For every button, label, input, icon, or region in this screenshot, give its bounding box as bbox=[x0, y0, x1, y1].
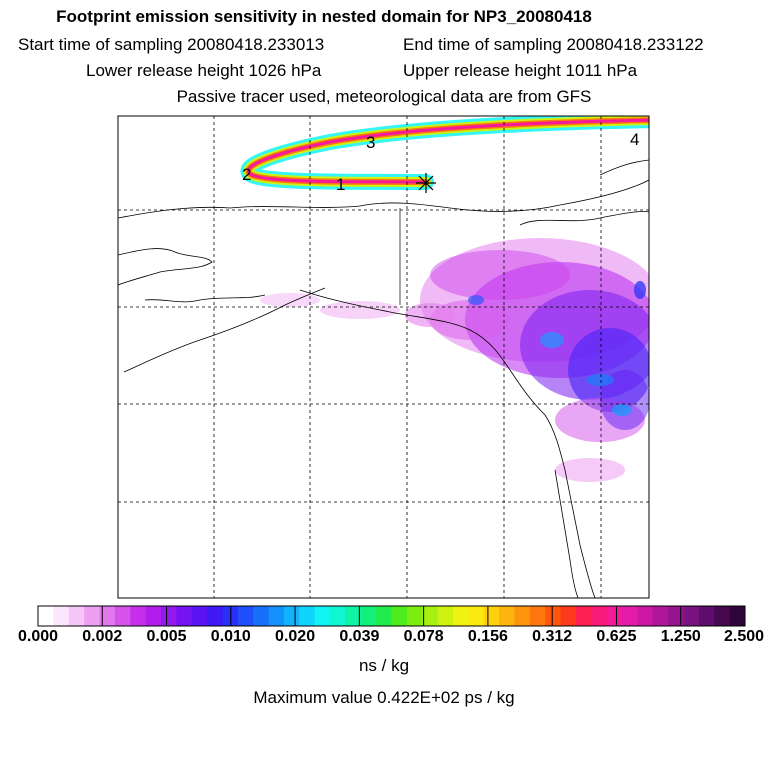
colorbar-swatch bbox=[714, 606, 731, 626]
trajectory-plume bbox=[240, 116, 649, 190]
map-frame bbox=[117, 115, 650, 599]
colorbar-swatch bbox=[68, 606, 85, 626]
colorbar-swatch bbox=[483, 606, 500, 626]
coastlines bbox=[118, 159, 649, 598]
colorbar-swatch bbox=[84, 606, 100, 626]
colorbar-swatch bbox=[130, 606, 147, 626]
colorbar-swatch bbox=[160, 606, 177, 626]
colorbar-tick-label: 0.156 bbox=[467, 628, 508, 645]
colorbar-swatch bbox=[191, 606, 208, 626]
colorbar-swatch bbox=[729, 606, 746, 626]
colorbar-swatch bbox=[514, 606, 531, 626]
colorbar-swatch bbox=[99, 606, 116, 626]
colorbar-swatch bbox=[575, 606, 592, 626]
colorbar-swatch bbox=[268, 606, 285, 626]
colorbar-swatch bbox=[591, 606, 608, 626]
colorbar-swatch bbox=[345, 606, 362, 626]
colorbar-swatch bbox=[360, 606, 377, 626]
colorbar bbox=[37, 605, 746, 627]
colorbar-swatch bbox=[283, 606, 300, 626]
colorbar-swatch bbox=[114, 606, 131, 626]
trajectory-label-2: 2 bbox=[242, 165, 251, 184]
colorbar-swatch bbox=[376, 606, 392, 626]
sampling-end-time: End time of sampling 20080418.233122 bbox=[403, 35, 704, 54]
colorbar-swatch bbox=[622, 606, 638, 626]
colorbar-swatch bbox=[606, 606, 623, 626]
colorbar-swatch bbox=[314, 606, 331, 626]
colorbar-swatch bbox=[207, 606, 223, 626]
receptor-marker bbox=[416, 173, 436, 193]
colorbar-tick-label: 0.312 bbox=[532, 628, 573, 645]
colorbar-swatch bbox=[299, 606, 316, 626]
colorbar-swatch bbox=[253, 606, 270, 626]
colorbar-swatch bbox=[391, 606, 408, 626]
colorbar-tick-label: 0.020 bbox=[275, 628, 316, 645]
colorbar-swatch bbox=[683, 606, 700, 626]
colorbar-swatch bbox=[698, 606, 715, 626]
colorbar-tick-label: 0.039 bbox=[339, 628, 380, 645]
trajectory-label-3: 3 bbox=[366, 133, 375, 152]
colorbar-tick-label: 0.005 bbox=[146, 628, 187, 645]
colorbar-swatch bbox=[668, 606, 685, 626]
upper-release-height: Upper release height 1011 hPa bbox=[403, 61, 638, 80]
colorbar-tick-label: 0.010 bbox=[210, 628, 251, 645]
colorbar-swatch bbox=[330, 606, 346, 626]
colorbar-tick-label: 0.002 bbox=[82, 628, 123, 645]
colorbar-tick-label: 1.250 bbox=[660, 628, 701, 645]
trajectory-label-4: 4 bbox=[630, 130, 639, 149]
colorbar-swatch bbox=[529, 606, 546, 626]
lat-lon-grid bbox=[118, 116, 649, 598]
colorbar-swatch bbox=[237, 606, 254, 626]
colorbar-swatch bbox=[499, 606, 515, 626]
plot-title: Footprint emission sensitivity in nested… bbox=[56, 7, 592, 26]
colorbar-swatch bbox=[468, 606, 485, 626]
colorbar-unit: ns / kg bbox=[358, 656, 410, 675]
colorbar-swatch bbox=[53, 606, 70, 626]
lower-release-height: Lower release height 1026 hPa bbox=[86, 61, 322, 80]
trajectory-label-1: 1 bbox=[336, 175, 345, 194]
colorbar-swatch bbox=[560, 606, 577, 626]
colorbar-swatch bbox=[545, 606, 562, 626]
maximum-value: Maximum value 0.422E+02 ps / kg bbox=[253, 688, 515, 707]
colorbar-swatch bbox=[38, 606, 54, 626]
colorbar-swatch bbox=[176, 606, 193, 626]
colorbar-swatch bbox=[145, 606, 162, 626]
colorbar-swatch bbox=[452, 606, 469, 626]
colorbar-tick-label: 2.500 bbox=[723, 628, 765, 645]
footprint-field bbox=[260, 238, 649, 482]
colorbar-tick-label: 0.078 bbox=[403, 628, 444, 645]
colorbar-swatch bbox=[652, 606, 669, 626]
tracer-info: Passive tracer used, meteorological data… bbox=[176, 87, 592, 106]
sampling-start-time: Start time of sampling 20080418.233013 bbox=[18, 35, 325, 54]
map-content: 1 2 3 4 bbox=[118, 116, 649, 598]
colorbar-swatch bbox=[437, 606, 454, 626]
colorbar-swatch bbox=[637, 606, 654, 626]
colorbar-tick-label: 0.625 bbox=[596, 628, 637, 645]
colorbar-tick-label: 0.000 bbox=[17, 628, 59, 645]
colorbar-swatch bbox=[422, 606, 439, 626]
colorbar-swatch bbox=[406, 606, 423, 626]
